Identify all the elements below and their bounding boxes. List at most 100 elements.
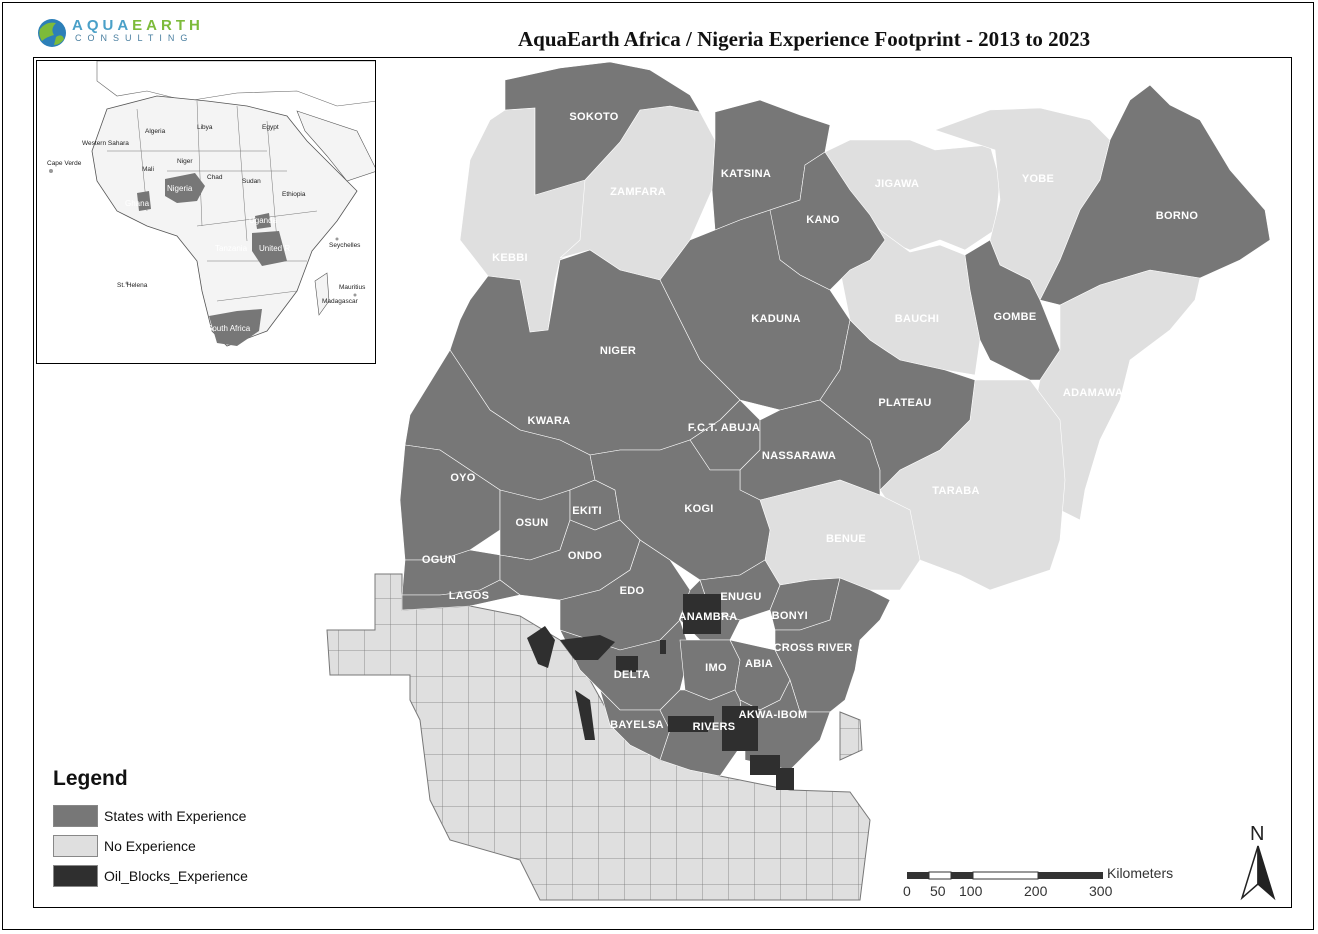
label-imo: IMO xyxy=(705,662,727,674)
label-oyo: OYO xyxy=(450,472,475,484)
state-oyo xyxy=(399,444,501,561)
inset-label-sudan: Sudan xyxy=(242,178,261,185)
inset-label-seychelles: Seychelles xyxy=(329,242,361,249)
label-gombe: GOMBE xyxy=(993,311,1036,323)
inset-svg: Algeria Libya Egypt Sudan Chad Niger Mal… xyxy=(37,61,375,363)
inset-label-mauritius: Mauritius xyxy=(339,284,366,291)
label-bayelsa: BAYELSA xyxy=(610,719,664,731)
inset-label-libya: Libya xyxy=(197,124,213,131)
label-yobe: YOBE xyxy=(1022,173,1054,185)
logo-subtitle: CONSULTING xyxy=(75,33,194,43)
label-edo: EDO xyxy=(620,585,645,597)
legend-label-oil-blocks: Oil_Blocks_Experience xyxy=(104,868,248,884)
label-niger: NIGER xyxy=(600,345,636,357)
label-kano: KANO xyxy=(806,214,840,226)
map-title: AquaEarth Africa / Nigeria Experience Fo… xyxy=(518,27,1091,51)
label-sokoto: SOKOTO xyxy=(569,111,618,123)
state-sokoto xyxy=(504,61,701,196)
label-akwaibom: AKWA-IBOM xyxy=(739,709,808,721)
inset-south-africa xyxy=(209,309,262,346)
label-kwara: KWARA xyxy=(527,415,570,427)
label-osun: OSUN xyxy=(516,517,549,529)
label-ekiti: EKITI xyxy=(572,505,602,517)
logo-earth: EARTH xyxy=(132,17,204,34)
legend-swatch-oil-blocks xyxy=(53,865,98,887)
label-ondo: ONDO xyxy=(568,550,602,562)
label-crossriver: CROSS RIVER xyxy=(773,642,852,654)
inset-nigeria xyxy=(165,173,205,203)
inset-label-chad: Chad xyxy=(207,174,223,181)
scale-tick-100: 100 xyxy=(959,883,983,899)
legend-swatch-no-experience xyxy=(53,835,98,857)
inset-africa-map: Algeria Libya Egypt Sudan Chad Niger Mal… xyxy=(36,60,376,364)
state-labels: SOKOTO ZAMFARA KEBBI KATSINA KANO JIGAWA… xyxy=(422,111,1198,733)
state-akwaibom xyxy=(739,679,831,771)
inset-label-ethiopia: Ethiopia xyxy=(282,191,306,198)
inset-label-st-helena: St. Helena xyxy=(117,282,148,289)
label-ogun: OGUN xyxy=(422,554,456,566)
scale-tick-200: 200 xyxy=(1024,883,1048,899)
scale-tick-300: 300 xyxy=(1089,883,1113,899)
label-adamawa: ADAMAWA xyxy=(1063,387,1123,399)
legend-label-experience: States with Experience xyxy=(104,808,247,824)
label-abia: ABIA xyxy=(745,658,773,670)
label-taraba: TARABA xyxy=(932,485,979,497)
label-plateau: PLATEAU xyxy=(878,397,931,409)
scale-bar: Kilometers 0 50 100 200 300 xyxy=(903,865,1173,899)
inset-label-niger: Niger xyxy=(177,158,193,165)
inset-label-united-r: United R xyxy=(259,244,290,253)
north-arrow-icon: N xyxy=(1240,823,1276,901)
state-lagos xyxy=(401,579,521,611)
label-delta: DELTA xyxy=(614,669,651,681)
oil-blocks xyxy=(527,594,794,790)
state-borno xyxy=(1039,84,1271,306)
map-frame xyxy=(33,57,1292,908)
inset-label-cape-verde: Cape Verde xyxy=(47,160,82,167)
label-jigawa: JIGAWA xyxy=(875,178,920,190)
label-kogi: KOGI xyxy=(684,503,713,515)
north-label: N xyxy=(1250,823,1264,845)
inset-label-tanzania: Tanzania xyxy=(215,244,248,253)
legend-swatch-experience xyxy=(53,805,98,827)
label-ebonyi: EBONYI xyxy=(764,610,808,622)
label-anambra: ANAMBRA xyxy=(679,611,738,623)
label-kaduna: KADUNA xyxy=(751,313,800,325)
label-benue: BENUE xyxy=(826,533,866,545)
label-kebbi: KEBBI xyxy=(492,252,528,264)
logo-aqua: AQUA xyxy=(72,17,133,34)
inset-label-western-sahara: Western Sahara xyxy=(82,140,129,147)
label-rivers: RIVERS xyxy=(693,721,736,733)
label-lagos: LAGOS xyxy=(449,590,490,602)
legend-label-no-experience: No Experience xyxy=(104,838,196,854)
scale-tick-50: 50 xyxy=(930,883,946,899)
label-zamfara: ZAMFARA xyxy=(610,186,666,198)
inset-label-south-africa: South Africa xyxy=(207,324,251,333)
logo-wordmark: AQUAEARTH xyxy=(72,17,204,34)
inset-label-algeria: Algeria xyxy=(145,128,166,135)
scale-tick-0: 0 xyxy=(903,883,911,899)
inset-label-madagascar: Madagascar xyxy=(322,298,359,305)
label-katsina: KATSINA xyxy=(721,168,771,180)
inset-label-mali: Mali xyxy=(142,166,154,173)
inset-label-uganda: Uganda xyxy=(249,216,278,225)
scale-unit: Kilometers xyxy=(1107,865,1173,881)
state-gombe xyxy=(964,239,1061,381)
legend-title: Legend xyxy=(53,767,128,790)
inset-madagascar xyxy=(314,272,330,316)
offshore-blocks xyxy=(326,573,871,901)
inset-tanzania xyxy=(252,231,287,266)
label-borno: BORNO xyxy=(1156,210,1199,222)
inset-label-nigeria: Nigeria xyxy=(167,184,193,193)
label-nassarawa: NASSARAWA xyxy=(762,450,836,462)
inset-uganda xyxy=(255,213,271,229)
aquaearth-logo-icon xyxy=(38,19,66,47)
label-enugu: ENUGU xyxy=(720,591,761,603)
label-fct: F.C.T. ABUJA xyxy=(688,422,760,434)
inset-label-ghana: Ghana xyxy=(125,199,150,208)
state-plateau xyxy=(819,319,976,491)
inset-ghana xyxy=(137,191,151,211)
inset-label-egypt: Egypt xyxy=(262,124,279,131)
label-bauchi: BAUCHI xyxy=(895,313,940,325)
